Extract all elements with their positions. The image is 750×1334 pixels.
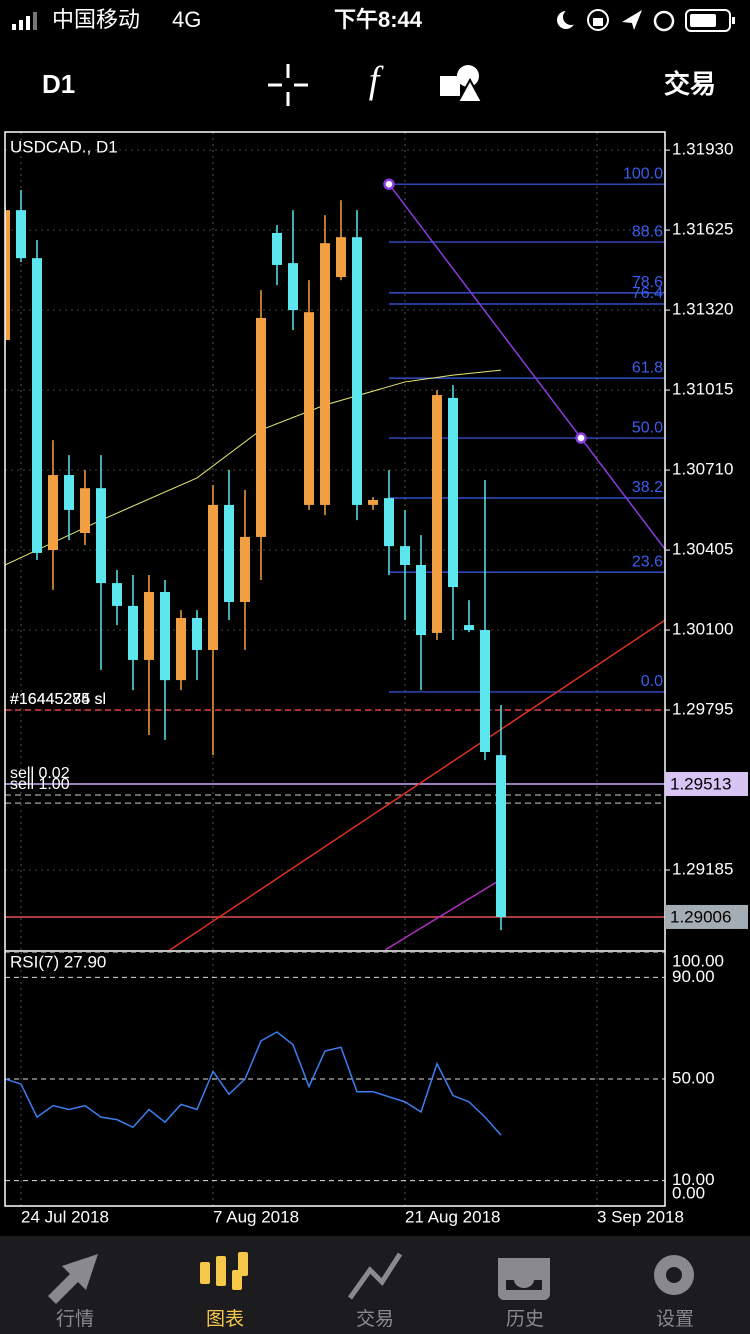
fib-label: 61.8 — [632, 359, 663, 376]
tab-label[interactable]: 行情 — [56, 1308, 94, 1330]
carrier: 中国移动 — [52, 7, 140, 32]
candle-body — [64, 475, 74, 510]
fib-label: 50.0 — [632, 419, 663, 436]
candle-body — [160, 592, 170, 681]
rsi-tick-label: 0.00 — [672, 1183, 705, 1202]
y-tick-label: 1.31015 — [672, 380, 733, 399]
candle-body — [448, 397, 458, 588]
candle-body — [416, 564, 426, 636]
candle-body — [256, 317, 266, 537]
rsi-tick-label: 100.00 — [672, 951, 724, 970]
candle-body — [240, 536, 250, 602]
tab-label[interactable]: 交易 — [356, 1308, 394, 1330]
rsi-line — [5, 1031, 502, 1136]
clock: 下午8:44 — [334, 7, 423, 32]
candle-body — [352, 237, 362, 505]
level-label: sell 0.02 — [10, 765, 70, 782]
candle-body — [496, 755, 506, 917]
fib-label: 38.2 — [632, 479, 663, 496]
price-tag-label: 1.29513 — [670, 774, 731, 793]
y-tick-label: 1.30710 — [672, 460, 733, 479]
fib-label: 88.6 — [632, 223, 663, 240]
y-tick-label: 1.31320 — [672, 300, 733, 319]
tab-label[interactable]: 历史 — [506, 1308, 544, 1330]
x-tick-label: 24 Jul 2018 — [21, 1207, 109, 1226]
candle-body — [336, 237, 346, 278]
candle-body — [320, 243, 330, 505]
candle-body — [288, 263, 298, 311]
candle-body — [128, 605, 138, 660]
candle-body — [432, 395, 442, 633]
chart-title: USDCAD., D1 — [10, 137, 118, 156]
tab-label[interactable]: 设置 — [656, 1308, 694, 1330]
y-tick-label: 1.30100 — [672, 620, 733, 639]
tab-label[interactable]: 图表 — [206, 1308, 244, 1330]
x-tick-label: 7 Aug 2018 — [213, 1207, 299, 1226]
fib-label: 78.6 — [632, 274, 663, 291]
tab-bar — [0, 1236, 750, 1334]
candle-body — [96, 488, 106, 584]
price-tag — [665, 904, 748, 929]
y-tick-label: 1.29185 — [672, 859, 733, 878]
trendline-anchor — [575, 432, 587, 444]
trendline — [169, 619, 665, 950]
candle-body — [48, 475, 58, 551]
y-tick-label: 1.31625 — [672, 220, 733, 239]
fib-label: 76.4 — [632, 285, 663, 302]
status-bar: 中国移动 4G 下午8:44 — [12, 7, 735, 32]
period-button[interactable]: D1 — [42, 69, 75, 99]
candle-body — [208, 504, 218, 650]
level-label: #16445285 sl — [10, 691, 106, 708]
fib-label: 100.0 — [623, 165, 663, 182]
candle-body — [464, 625, 474, 631]
trendline-anchor — [383, 178, 395, 190]
trendline — [388, 183, 665, 551]
candle-body — [224, 504, 234, 602]
candle-body — [480, 630, 490, 752]
level-label: #16445274 sl — [10, 691, 106, 708]
level-label: sell 1.00 — [10, 776, 70, 793]
crosshair-button[interactable] — [268, 64, 308, 106]
fib-label: 23.6 — [632, 553, 663, 570]
x-tick-label: 3 Sep 2018 — [597, 1207, 684, 1226]
candle-body — [384, 498, 394, 547]
trendline — [384, 879, 501, 950]
candle-body — [400, 546, 410, 565]
rsi-title: RSI(7) 27.90 — [10, 952, 106, 971]
price-tag-label: 1.29006 — [670, 907, 731, 926]
y-tick-label: 1.30405 — [672, 540, 733, 559]
rsi-tick-label: 50.00 — [672, 1068, 715, 1087]
candle-body — [368, 499, 378, 505]
indicator-button[interactable]: f — [369, 60, 384, 102]
trade-button[interactable]: 交易 — [664, 69, 716, 99]
candle-body — [272, 232, 282, 265]
x-tick-label: 21 Aug 2018 — [405, 1207, 500, 1226]
candle-body — [192, 617, 202, 650]
candle-body — [16, 210, 26, 259]
candle-body — [304, 312, 314, 505]
chart-frame — [4, 131, 666, 1207]
rsi-pane — [5, 952, 665, 1206]
moving-average — [5, 369, 502, 566]
objects-button[interactable] — [440, 65, 484, 103]
candle-body — [80, 488, 90, 534]
candle-body — [5, 210, 10, 340]
toolbar: D1 f 交易 — [42, 60, 716, 106]
price-tag — [665, 771, 748, 796]
candle-body — [112, 583, 122, 606]
candle-body — [144, 592, 154, 660]
fib-label: 0.0 — [641, 673, 663, 690]
network: 4G — [172, 7, 201, 32]
y-tick-label: 1.29795 — [672, 700, 733, 719]
candle-body — [32, 258, 42, 553]
rsi-tick-label: 90.00 — [672, 967, 715, 986]
y-tick-label: 1.31930 — [672, 140, 733, 159]
candle-body — [176, 617, 186, 681]
rsi-tick-label: 10.00 — [672, 1170, 715, 1189]
